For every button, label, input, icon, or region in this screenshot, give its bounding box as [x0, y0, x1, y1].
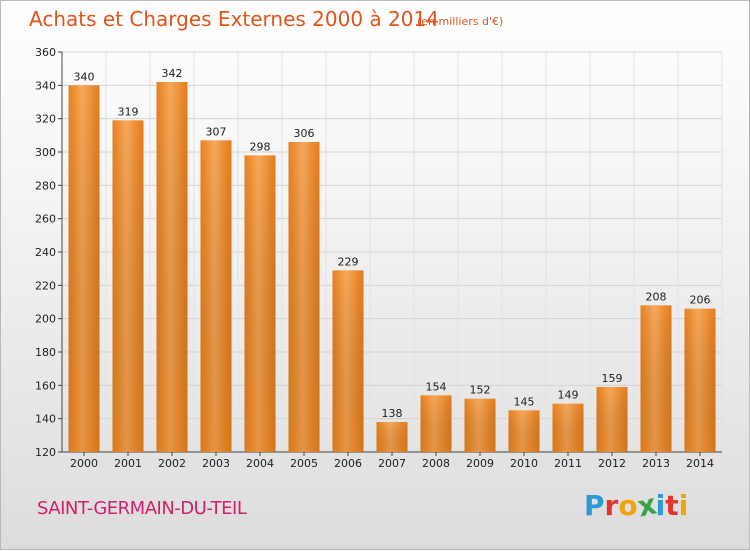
data-label: 208 [646, 290, 667, 303]
data-label: 154 [426, 380, 447, 393]
bar-2012 [596, 387, 628, 452]
x-tick-label: 2005 [290, 457, 318, 470]
bar-shade [640, 305, 672, 452]
chart-title: Achats et Charges Externes 2000 à 2014 [29, 7, 439, 31]
bar-2009 [464, 398, 496, 452]
bar-shade [112, 120, 144, 452]
data-label: 229 [338, 255, 359, 268]
y-tick-label: 160 [35, 379, 56, 392]
bar-2007 [376, 422, 408, 452]
logo-letter: r [604, 489, 619, 522]
y-tick-label: 180 [35, 346, 56, 359]
logo-letter: i [655, 489, 666, 522]
data-label: 145 [514, 395, 535, 408]
x-tick-label: 2002 [158, 457, 186, 470]
x-tick-label: 2011 [554, 457, 582, 470]
logo-letter: t [665, 489, 679, 522]
y-tick-label: 140 [35, 413, 56, 426]
bar-shade [332, 270, 364, 452]
x-tick-label: 2003 [202, 457, 230, 470]
y-tick-label: 280 [35, 179, 56, 192]
bar-shade [420, 395, 452, 452]
x-tick-label: 2014 [686, 457, 714, 470]
bar-2005 [288, 142, 320, 452]
logo-letter: P [584, 489, 605, 522]
bar-shade [68, 85, 100, 452]
data-label: 149 [558, 389, 579, 402]
logo-letter: o [618, 489, 638, 522]
logo-letter: i [678, 489, 689, 522]
proxiti-logo: Proxiti [584, 487, 689, 523]
x-tick-labels: 2000 2001 2002 2003 2004 2005 2006 2007 2008 2009… [70, 457, 714, 470]
commune-name: SAINT-GERMAIN-DU-TEIL [37, 498, 247, 519]
x-tick-label: 2013 [642, 457, 670, 470]
bar-shade [288, 142, 320, 452]
bars [68, 82, 716, 453]
x-tick-label: 2007 [378, 457, 406, 470]
data-label: 342 [162, 67, 183, 80]
data-label: 138 [382, 407, 403, 420]
bar-shade [464, 398, 496, 452]
x-tick-label: 2004 [246, 457, 274, 470]
bar-shade [156, 82, 188, 452]
y-tick-labels: 120 140 160 180 200 220 240 260 280 300 320 340 360 [35, 46, 56, 459]
bar-2013 [640, 305, 672, 452]
chart-subtitle: (en milliers d'€) [417, 15, 504, 28]
y-tick-label: 240 [35, 246, 56, 259]
bar-2000 [68, 85, 100, 452]
bar-2010 [508, 410, 540, 452]
y-tick-label: 320 [35, 113, 56, 126]
bar-2001 [112, 120, 144, 452]
bar-shade [552, 403, 584, 452]
data-label: 340 [74, 70, 95, 83]
bar-shade [508, 410, 540, 452]
data-label: 152 [470, 384, 491, 397]
data-label: 306 [294, 127, 315, 140]
data-label: 319 [118, 105, 139, 118]
bar-2002 [156, 82, 188, 452]
y-tick-label: 260 [35, 213, 56, 226]
data-labels: 340 319 342 307 298 306 229 138 154 152 145 149 159 2… [74, 67, 711, 420]
data-label: 206 [690, 294, 711, 307]
bar-shade [244, 155, 276, 453]
bar-2003 [200, 140, 232, 453]
data-label: 307 [206, 125, 227, 138]
x-tick-label: 2006 [334, 457, 362, 470]
x-tick-label: 2009 [466, 457, 494, 470]
y-tick-label: 300 [35, 146, 56, 159]
x-tick-label: 2012 [598, 457, 626, 470]
bar-2014 [684, 308, 716, 452]
bar-shade [200, 140, 232, 453]
y-tick-label: 340 [35, 79, 56, 92]
x-tick-label: 2008 [422, 457, 450, 470]
bar-shade [376, 422, 408, 452]
data-label: 159 [602, 372, 623, 385]
y-tick-label: 120 [35, 446, 56, 459]
y-tick-label: 220 [35, 279, 56, 292]
y-tick-label: 360 [35, 46, 56, 59]
bar-2011 [552, 403, 584, 452]
bar-2004 [244, 155, 276, 453]
x-tick-label: 2000 [70, 457, 98, 470]
x-tick-label: 2001 [114, 457, 142, 470]
y-tick-label: 200 [35, 313, 56, 326]
bar-shade [684, 308, 716, 452]
data-label: 298 [250, 140, 271, 153]
x-tick-label: 2010 [510, 457, 538, 470]
bar-2008 [420, 395, 452, 452]
bar-2006 [332, 270, 364, 452]
bar-shade [596, 387, 628, 452]
